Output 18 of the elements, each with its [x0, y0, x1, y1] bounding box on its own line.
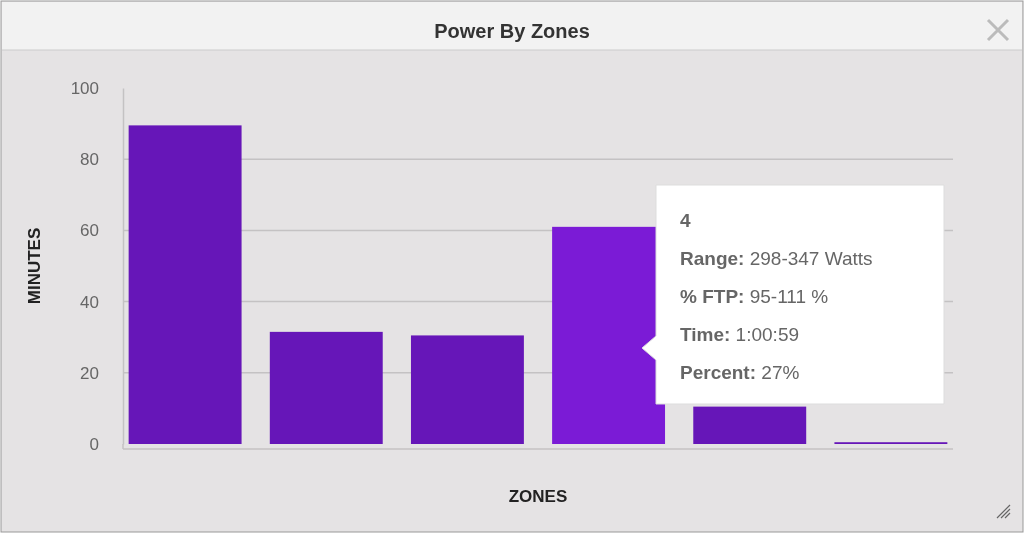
- bar: [410, 335, 524, 444]
- y-tick-label: 0: [89, 434, 99, 454]
- annotation: Percent: 27%: [680, 362, 800, 383]
- y-tick-label: 100: [70, 78, 99, 98]
- bar: [269, 331, 383, 444]
- y-tick-label: 40: [80, 292, 99, 312]
- chart-title: Power By Zones: [434, 20, 590, 42]
- y-tick-label: 20: [80, 363, 99, 383]
- y-tick-label: 80: [80, 150, 99, 170]
- y-tick-label: 60: [80, 221, 99, 241]
- bar: [693, 406, 807, 444]
- annotation: Range: 298-347 Watts: [680, 248, 873, 269]
- annotation: Time: 1:00:59: [680, 324, 800, 345]
- annotation: 4: [680, 210, 691, 231]
- annotation: % FTP: 95-111 %: [680, 286, 829, 307]
- y-axis-title: MINUTES: [25, 227, 44, 305]
- bar: [128, 125, 242, 444]
- x-axis-title: ZONES: [508, 487, 568, 506]
